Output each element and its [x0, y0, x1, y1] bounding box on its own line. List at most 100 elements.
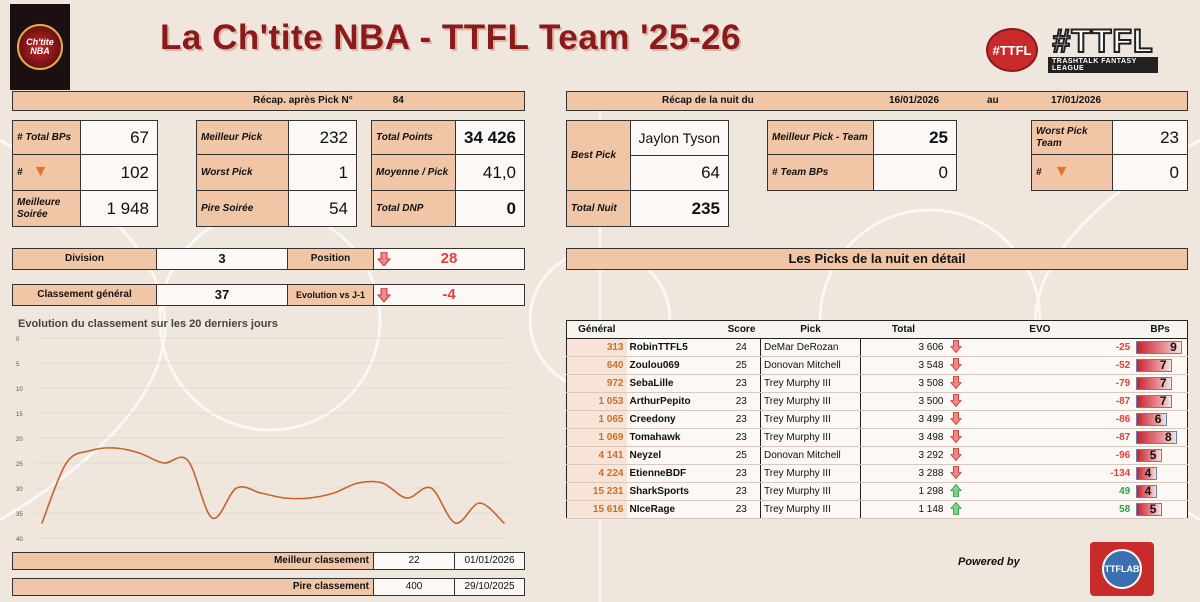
arrow-down-icon — [946, 374, 965, 393]
recap-label: Récap. après Pick N° — [253, 95, 353, 107]
ttfl-big-logo: #TTFL TRASHTALK FANTASY LEAGUE — [1048, 23, 1158, 73]
arrow-down-icon — [946, 392, 965, 411]
table-row: 1 069 Tomahawk 23 Trey Murphy III 3 498 -87 8 — [566, 428, 1188, 447]
table-row: 640 Zoulou069 25 Donovan Mitchell 3 548 -52 7 — [566, 356, 1188, 375]
total-points-value: 34 426 — [455, 120, 525, 155]
powered-by: Powered by — [958, 556, 1020, 568]
data-point — [357, 482, 359, 484]
bps-value: 6 — [1154, 412, 1162, 426]
average-value: 41,0 — [455, 154, 525, 191]
general-label: Classement général — [12, 284, 157, 306]
y-tick-label: 0 — [16, 337, 20, 343]
best-soiree-label: Meilleure Soirée — [12, 190, 81, 227]
y-tick-label: 20 — [16, 437, 23, 443]
row-general: 15 231 — [566, 482, 627, 501]
best-pick-label: Meilleur Pick — [196, 120, 289, 155]
table-row: 1 065 Creedony 23 Trey Murphy III 3 499 -86 6 — [566, 410, 1188, 429]
row-score: 23 — [722, 482, 761, 501]
row-pick: Trey Murphy III — [760, 464, 861, 483]
bps-value: 5 — [1149, 448, 1157, 462]
picks-table: Général Score Pick Total EVO BPs 313 Robi… — [566, 320, 1188, 519]
row-bps: 4 — [1133, 464, 1188, 483]
data-point — [332, 492, 335, 494]
total-nuit-value: 235 — [630, 190, 729, 227]
arrow-down-icon — [377, 288, 391, 302]
total-bps-label: # Total BPs — [12, 120, 81, 155]
row-bps: 7 — [1133, 356, 1188, 375]
row-score: 23 — [722, 500, 761, 519]
row-total: 3 498 — [860, 428, 947, 447]
dnp-value: 0 — [455, 190, 525, 227]
row-bps: 5 — [1133, 446, 1188, 465]
arrow-down-icon — [946, 338, 965, 357]
data-point — [187, 459, 189, 462]
row-bps: 9 — [1133, 338, 1188, 357]
night-bar: Récap de la nuit du 16/01/2026 au 17/01/… — [566, 91, 1188, 111]
chtite-nba-logo: Ch'tite NBA — [10, 4, 70, 90]
row-score: 25 — [722, 356, 761, 375]
worst-soiree-label: Pire Soirée — [196, 190, 289, 227]
arrow-down-icon — [946, 446, 965, 465]
row-bps: 6 — [1133, 410, 1188, 429]
page-title: La Ch'tite NBA - TTFL Team '25-26 — [160, 18, 741, 57]
evolution-label: Evolution vs J-1 — [287, 284, 374, 306]
row-total: 3 288 — [860, 464, 947, 483]
row-name: SebaLille — [626, 374, 723, 393]
bps-value: 4 — [1144, 466, 1152, 480]
row-name: NIceRage — [626, 500, 723, 519]
night-best-pick-label: Best Pick — [566, 120, 631, 191]
recap-bar: Récap. après Pick N° 84 — [12, 91, 525, 111]
arrow-down-icon — [946, 356, 965, 375]
night-best-pick-score: 64 — [630, 155, 729, 191]
y-tick-label: 35 — [16, 512, 23, 518]
col-bps: BPs — [1133, 320, 1188, 339]
data-point — [503, 522, 505, 524]
row-general: 15 616 — [566, 500, 627, 519]
row-total: 3 499 — [860, 410, 947, 429]
night-label: Récap de la nuit du — [662, 95, 754, 107]
best-pick-value: 232 — [288, 120, 357, 155]
row-name: SharkSports — [626, 482, 723, 501]
data-point — [308, 497, 311, 499]
dnp-label: Total DNP — [371, 190, 456, 227]
position-label: Position — [287, 248, 374, 270]
row-evo: -52 — [964, 356, 1134, 375]
picks-panel-title: Les Picks de la nuit en détail — [566, 248, 1188, 270]
ttfl-big-logo-text: #TTFL — [1052, 23, 1154, 59]
bps-value: 4 — [1144, 484, 1152, 498]
row-name: Zoulou069 — [626, 356, 723, 375]
col-total: Total — [860, 320, 947, 339]
row-pick: Trey Murphy III — [760, 410, 861, 429]
row-name: ArthurPepito — [626, 392, 723, 411]
chart-title: Evolution du classement sur les 20 derni… — [18, 318, 278, 330]
row-general: 313 — [566, 338, 627, 357]
col-pick: Pick — [760, 320, 861, 339]
row-evo: -87 — [964, 392, 1134, 411]
team-carrots-label: # ▼ — [1031, 154, 1113, 191]
row-evo: -134 — [964, 464, 1134, 483]
ttflab-logo-text: TTFLAB — [1102, 549, 1142, 589]
team-best-value: 25 — [873, 120, 957, 155]
row-evo: -96 — [964, 446, 1134, 465]
team-best-label: Meilleur Pick - Team — [767, 120, 874, 155]
y-tick-label: 5 — [16, 362, 20, 368]
row-bps: 8 — [1133, 428, 1188, 447]
row-evo: -25 — [964, 338, 1134, 357]
data-point — [41, 522, 43, 524]
row-total: 1 298 — [860, 482, 947, 501]
data-point — [89, 449, 92, 452]
bps-value: 8 — [1164, 430, 1172, 444]
table-row: 1 053 ArthurPepito 23 Trey Murphy III 3 500-… — [566, 392, 1188, 411]
row-name: Neyzel — [626, 446, 723, 465]
row-pick: Trey Murphy III — [760, 500, 861, 519]
y-tick-label: 25 — [16, 462, 23, 468]
worst-pick-label: Worst Pick — [196, 154, 289, 191]
row-score: 23 — [722, 374, 761, 393]
col-general: Général — [566, 320, 627, 339]
worst-soiree-value: 54 — [288, 190, 357, 227]
y-tick-label: 10 — [16, 387, 23, 393]
row-general: 4 224 — [566, 464, 627, 483]
carrots-label: # ▼ — [12, 154, 81, 191]
row-pick: Trey Murphy III — [760, 428, 861, 447]
best-rank-label: Meilleur classement — [12, 552, 374, 570]
